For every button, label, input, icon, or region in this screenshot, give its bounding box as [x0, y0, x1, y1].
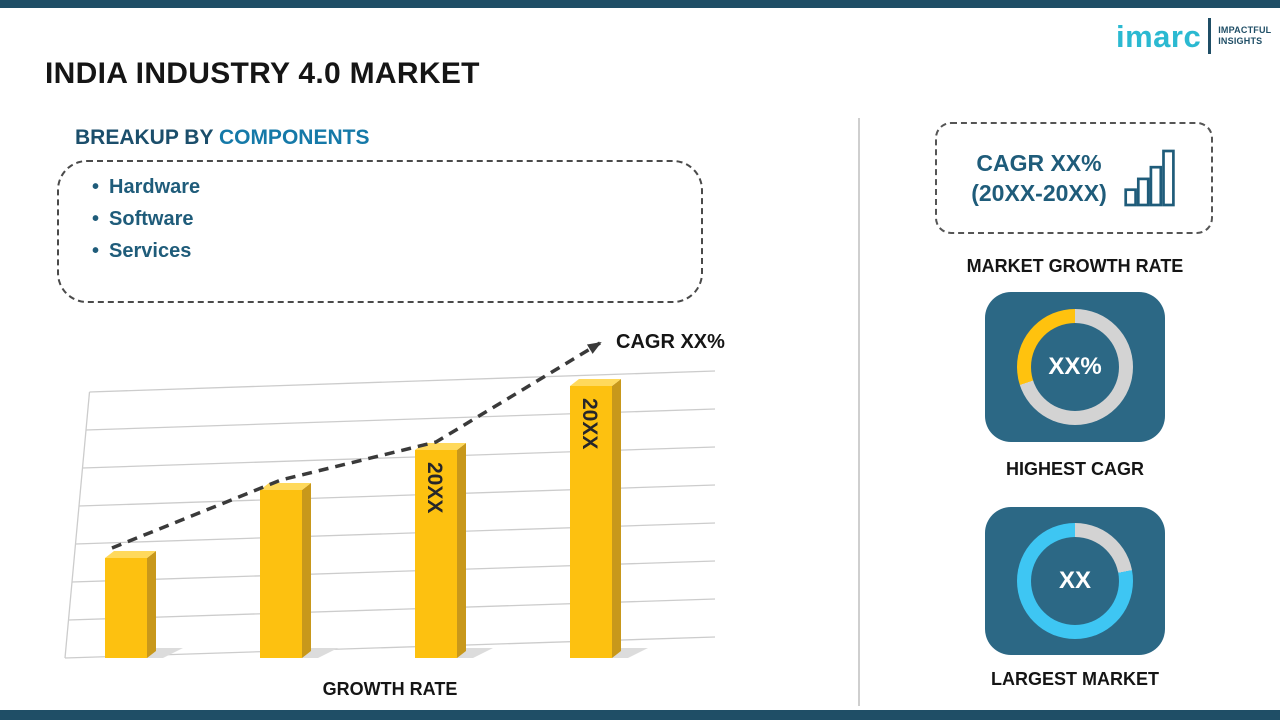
- logo-tagline: IMPACTFUL INSIGHTS: [1218, 25, 1271, 47]
- largest-market-value: XX: [1031, 537, 1119, 625]
- list-item: Software: [92, 208, 701, 231]
- top-accent-bar: [0, 0, 1280, 8]
- components-list: Hardware Software Services: [59, 176, 701, 263]
- cagr-annotation: CAGR XX%: [616, 331, 725, 353]
- largest-market-card: XX: [985, 507, 1165, 655]
- cagr-growth-text: CAGR XX% (20XX-20XX): [971, 148, 1107, 208]
- list-item: Services: [92, 240, 701, 263]
- highest-cagr-caption: HIGHEST CAGR: [1005, 459, 1144, 479]
- donut-chart-highest-cagr: XX%: [1017, 309, 1133, 425]
- bar-side-face: [147, 551, 156, 658]
- gridline: [89, 370, 716, 393]
- bar-side-face: [302, 483, 311, 658]
- list-item: Hardware: [92, 176, 701, 199]
- breakup-heading-highlight: COMPONENTS: [218, 126, 370, 149]
- highest-cagr-card: XX%: [985, 292, 1165, 442]
- logo-tagline-line1: IMPACTFUL: [1218, 25, 1272, 35]
- cagr-growth-box: CAGR XX% (20XX-20XX): [935, 122, 1213, 234]
- breakup-heading: BREAKUP BY COMPONENTS: [75, 126, 369, 150]
- bar-label: 20XX: [423, 462, 446, 513]
- donut-chart-largest-market: XX: [1017, 523, 1133, 639]
- bar: [260, 490, 302, 658]
- highest-cagr-value: XX%: [1031, 323, 1119, 411]
- imarc-logo: imarc IMPACTFUL INSIGHTS: [1116, 18, 1271, 54]
- bar-chart-icon: [1124, 149, 1175, 207]
- growth-bar-chart: 20XX 20XX: [64, 341, 716, 659]
- bar: [105, 558, 147, 658]
- chart-x-axis-label: GROWTH RATE: [322, 679, 458, 699]
- logo-brand-text: imarc: [1116, 18, 1202, 54]
- vertical-divider: [858, 118, 860, 706]
- bar-top-face: [105, 551, 156, 558]
- cagr-line1: CAGR XX%: [976, 150, 1102, 176]
- market-growth-rate-caption: MARKET GROWTH RATE: [966, 256, 1184, 276]
- bar-side-face: [457, 443, 466, 658]
- components-list-box: Hardware Software Services: [57, 160, 703, 303]
- bar-side-face: [612, 379, 621, 658]
- logo-divider: [1208, 18, 1212, 54]
- trend-arrow: [111, 341, 602, 550]
- bar-label: 20XX: [578, 398, 601, 449]
- page-title: INDIA INDUSTRY 4.0 MARKET: [45, 57, 480, 90]
- bar-top-face: [415, 443, 466, 450]
- largest-market-caption: LARGEST MARKET: [991, 669, 1159, 689]
- bar: [415, 450, 457, 658]
- logo-tagline-line2: INSIGHTS: [1218, 36, 1263, 46]
- breakup-heading-prefix: BREAKUP BY: [75, 126, 214, 149]
- bar: [570, 386, 612, 658]
- bottom-accent-bar: [0, 710, 1280, 720]
- axis-line: [64, 391, 91, 659]
- bar-top-face: [570, 379, 621, 386]
- cagr-line2: (20XX-20XX): [971, 180, 1107, 206]
